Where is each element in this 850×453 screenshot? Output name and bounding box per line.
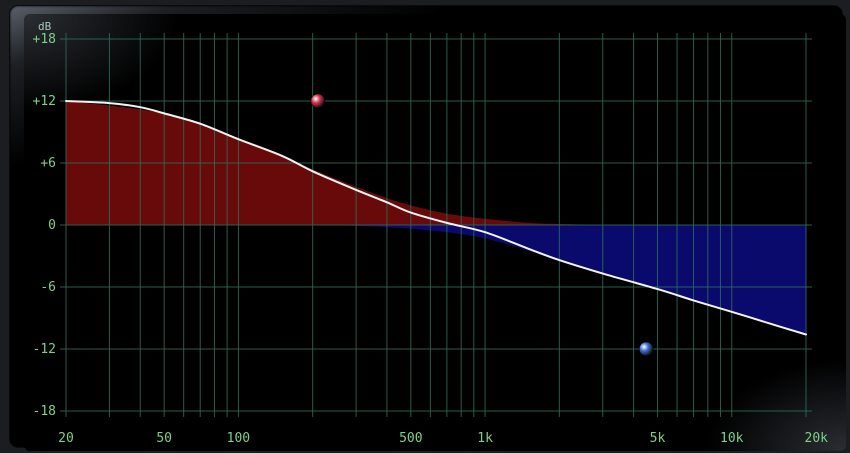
db-unit-label: dB (38, 20, 52, 33)
eq-grid (60, 33, 812, 417)
freq-tick-label: 50 (156, 431, 172, 446)
db-tick-label: -6 (40, 280, 56, 295)
db-tick-label: +6 (40, 156, 56, 171)
freq-tick-label: 20 (58, 431, 74, 446)
eq-panel-frame: +18 +12 +6 0 -6 -12 -18 20 50 100 500 1k 5k 10k 20k dB (10, 6, 846, 451)
eq-band-handles[interactable] (310, 93, 654, 357)
freq-tick-label: 100 (227, 431, 250, 446)
freq-tick-label: 1k (477, 431, 493, 446)
freq-tick-label: 5k (650, 431, 666, 446)
eq-display: +18 +12 +6 0 -6 -12 -18 20 50 100 500 1k 5k 10k 20k dB (24, 14, 846, 451)
db-tick-label: +12 (33, 94, 56, 109)
db-tick-label: -12 (33, 342, 56, 357)
eq-curve-layer (65, 100, 807, 336)
eq-response-curve (65, 100, 807, 336)
high-shelf-cut-area (312, 225, 806, 335)
low-shelf-handle[interactable] (310, 93, 326, 109)
high-shelf-handle[interactable] (638, 341, 654, 357)
freq-tick-label: 500 (399, 431, 422, 446)
db-tick-label: +18 (33, 32, 56, 47)
freq-tick-label: 20k (805, 431, 829, 446)
freq-tick-label: 10k (720, 431, 744, 446)
eq-fill-layer (66, 101, 806, 335)
db-tick-label: -18 (33, 404, 56, 419)
db-tick-label: 0 (48, 218, 56, 233)
